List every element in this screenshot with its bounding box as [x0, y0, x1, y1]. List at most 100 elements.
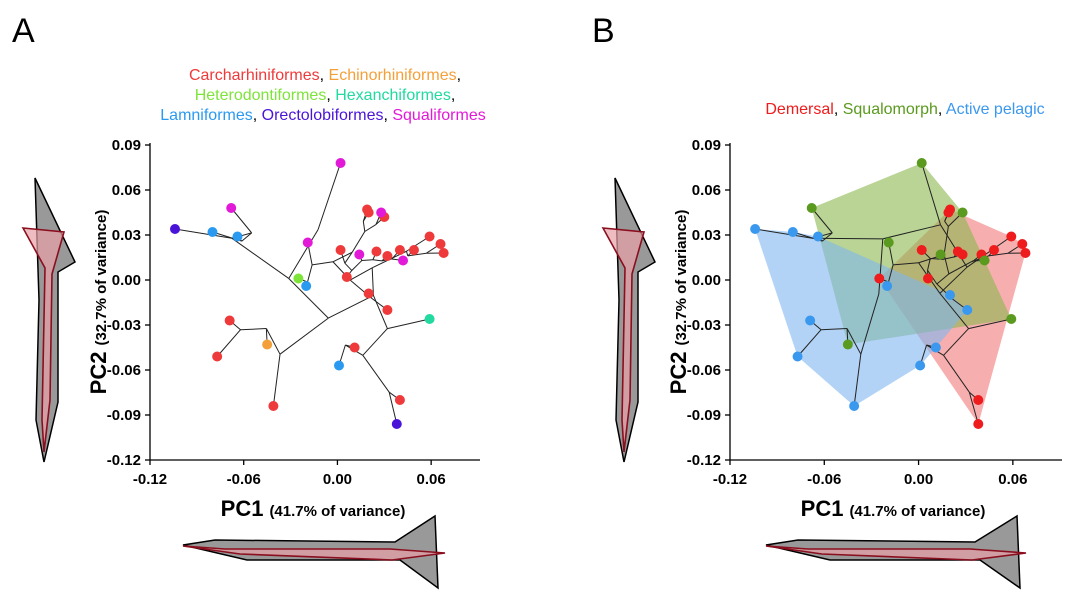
legend-lamniformes: Lamniformes: [160, 107, 252, 124]
point-demersal: [1006, 231, 1017, 242]
phylogeny-branch: [349, 267, 373, 281]
phylogeny-branch: [968, 318, 1012, 330]
pc1-shape-outline-b: [765, 514, 1027, 590]
y-tick-label: -0.12: [687, 452, 721, 469]
phylogeny-branch: [272, 354, 281, 407]
point-squaliformes: [376, 207, 387, 218]
legend-squaliformes: Squaliformes: [392, 107, 485, 124]
y-tick-label: 0.09: [112, 137, 141, 154]
y-tick-label: 0.06: [112, 182, 141, 199]
point-demersal: [1017, 239, 1028, 249]
point-demersal: [923, 273, 933, 284]
phylogeny-branch: [279, 317, 329, 355]
point-active-pelagic: [750, 224, 761, 234]
legend-line-2: Heterodontiformes, Hexanchiformes,: [195, 87, 456, 104]
phylogeny-branch: [878, 238, 884, 295]
phylogeny-branch: [307, 264, 313, 283]
point-demersal: [989, 245, 999, 255]
y-axis-label-b: PC2(32.7% of variance): [666, 210, 691, 395]
point-carcharhiniformes: [341, 272, 352, 282]
point-carcharhiniformes: [371, 246, 382, 257]
point-lamniformes: [301, 281, 312, 291]
point-carcharhiniformes: [363, 288, 374, 299]
point-squalomorph: [883, 237, 894, 248]
phylogeny-branch: [406, 251, 409, 257]
point-active-pelagic: [849, 401, 860, 411]
phylogeny-branch: [265, 328, 281, 355]
phylogeny-branch: [372, 259, 382, 262]
point-squaliformes: [335, 158, 346, 168]
phylogeny-branch: [328, 295, 374, 319]
point-orectolobiformes: [391, 419, 402, 429]
point-active-pelagic: [930, 342, 941, 353]
y-tick-label: -0.06: [107, 362, 141, 379]
point-carcharhiniformes: [408, 245, 419, 255]
phylogeny-branch: [943, 254, 950, 274]
scatter-plot-b: 0.09 0.06 0.03 0.00 -0.03 -0.06 -0.09 -0.12 -0.1…: [687, 137, 1062, 488]
phylogeny-branch: [927, 258, 931, 271]
phylogeny-branch: [332, 251, 353, 263]
phylogeny-branch: [288, 229, 319, 279]
phylogeny-branch: [936, 273, 950, 285]
y-tick-label: -0.12: [107, 452, 141, 469]
point-demersal: [957, 249, 968, 260]
x-tick-label: 0.00: [904, 471, 933, 488]
point-lamniformes: [207, 227, 218, 237]
point-carcharhiniformes: [382, 251, 393, 261]
point-echinorhiniformes: [262, 339, 273, 350]
phylogeny-branch: [940, 224, 968, 268]
legend-separator: ,: [451, 87, 455, 104]
phylogeny-branch: [241, 232, 252, 242]
phylogeny-branch: [351, 260, 363, 271]
point-carcharhiniformes: [424, 231, 435, 242]
point-demersal: [973, 419, 984, 429]
point-squalomorph: [935, 249, 946, 260]
point-carcharhiniformes: [212, 351, 223, 362]
y-tick-label: -0.03: [107, 317, 141, 334]
phylogeny-branch: [882, 224, 941, 240]
point-carcharhiniformes: [335, 245, 346, 255]
phylogeny-branch: [364, 224, 377, 232]
point-heterodontiformes: [293, 273, 304, 284]
phylogeny-branch: [939, 293, 969, 329]
legend-separator: ,: [326, 87, 335, 104]
phylogeny-branch: [240, 328, 267, 331]
legend-demersal: Demersal: [765, 101, 833, 118]
phylogeny-branch: [797, 329, 822, 357]
x-axis-label-b: PC1 (41.7% of variance): [801, 496, 986, 521]
legend-echinorhiniformes: Echinorhiniformes: [329, 67, 457, 84]
phylogeny-branch: [231, 237, 290, 279]
point-active-pelagic: [962, 305, 973, 315]
phylogeny-branch: [846, 328, 862, 355]
point-carcharhiniformes: [394, 245, 405, 255]
legend-carcharhiniformes: Carcharhiniformes: [189, 67, 320, 84]
point-squaliformes: [354, 249, 365, 260]
y-tick-label: -0.03: [687, 317, 721, 334]
point-active-pelagic: [882, 281, 893, 291]
phylogeny-branch: [939, 266, 968, 294]
pc2-shape-outline-a: [21, 177, 76, 463]
y-tick-label: 0.03: [692, 227, 721, 244]
point-squaliformes: [226, 203, 237, 213]
x-tick-label: -0.06: [227, 471, 261, 488]
point-orectolobiformes: [169, 224, 180, 234]
phylogeny-branch: [822, 232, 833, 242]
phylogeny-branch: [812, 237, 883, 240]
point-lamniformes: [232, 231, 243, 242]
point-squalomorph: [842, 339, 853, 350]
legend-separator: ,: [457, 67, 461, 84]
point-carcharhiniformes: [394, 395, 405, 405]
x-tick-label: 0.06: [417, 471, 446, 488]
phylogeny-branch: [943, 355, 970, 393]
legend-separator: ,: [938, 101, 946, 118]
y-tick-label: 0.00: [692, 272, 721, 289]
x-tick-label: -0.12: [133, 471, 167, 488]
phylogeny-branch: [362, 328, 388, 356]
point-squalomorph: [1006, 314, 1017, 324]
point-carcharhiniformes: [363, 207, 374, 218]
point-squalomorph: [916, 158, 927, 168]
legend-active-pelagic: Active pelagic: [946, 101, 1045, 118]
legend-separator: ,: [320, 67, 329, 84]
phylogeny-branch: [860, 293, 880, 355]
